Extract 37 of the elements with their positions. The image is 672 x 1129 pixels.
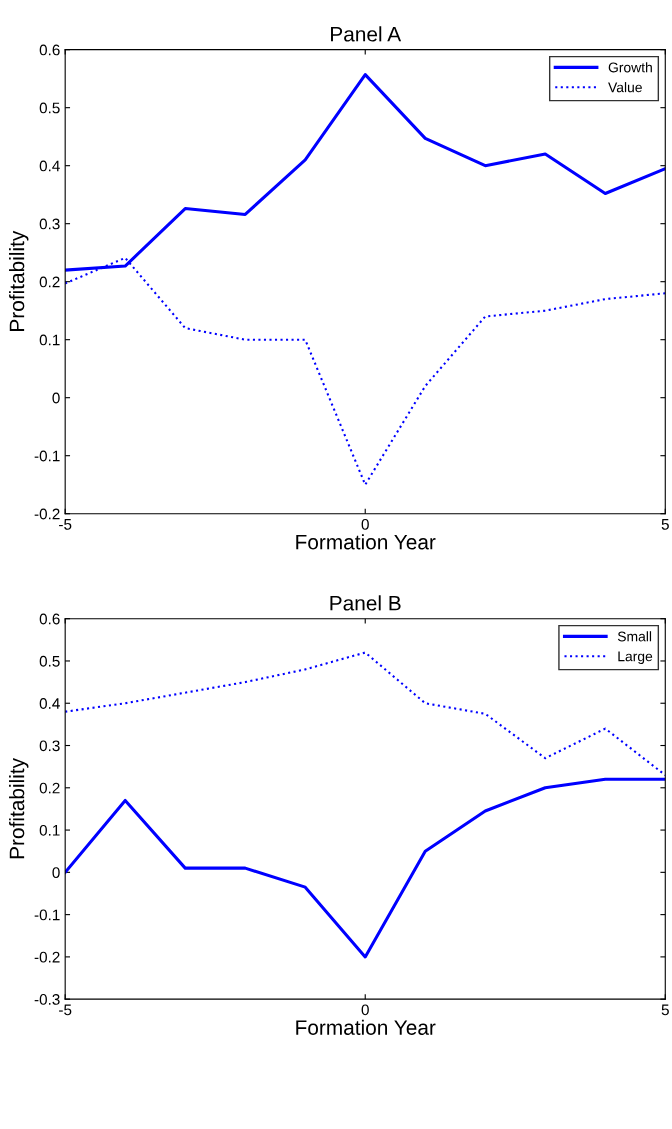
line-series xyxy=(65,777,666,959)
legend-label: Value xyxy=(608,82,642,93)
y-tick-label: 0.1 xyxy=(39,824,60,836)
legend-label: Small xyxy=(617,631,652,642)
y-axis-title: Profitability xyxy=(9,230,29,331)
y-tick-label: 0.4 xyxy=(39,698,60,709)
y-tick-label: -0.2 xyxy=(34,508,60,520)
line-series xyxy=(65,651,666,777)
x-tick-label: 5 xyxy=(661,1004,669,1016)
y-tick-label: 0.5 xyxy=(39,102,60,114)
y-tick-label: -0.1 xyxy=(34,909,60,921)
y-tick-label: 0.1 xyxy=(39,334,60,346)
y-tick-label: 0.6 xyxy=(39,613,60,625)
x-tick-label: 0 xyxy=(361,1004,369,1016)
x-axis-title: Formation Year xyxy=(296,1019,436,1035)
y-tick-label: 0.4 xyxy=(39,160,60,172)
y-tick-label: 0.6 xyxy=(39,44,60,56)
y-tick-label: 0.3 xyxy=(39,218,60,230)
chart-title: Panel B xyxy=(330,595,401,611)
x-tick-label: -5 xyxy=(59,1004,72,1016)
y-tick-label: -0.2 xyxy=(34,951,60,963)
x-tick-label: 0 xyxy=(361,518,369,530)
y-tick-label: 0.5 xyxy=(39,655,60,667)
y-tick-label: 0 xyxy=(52,867,60,879)
y-tick-label: 0 xyxy=(52,392,60,404)
y-tick-label: 0.3 xyxy=(39,740,60,752)
y-tick-label: 0.2 xyxy=(39,782,60,794)
legend-label: Growth xyxy=(608,62,652,73)
y-tick-label: -0.1 xyxy=(34,450,60,462)
legend-label: Large xyxy=(618,651,653,665)
x-tick-label: 5 xyxy=(661,519,669,530)
chart-title: Panel A xyxy=(331,26,402,42)
y-axis-title: Profitability xyxy=(9,758,29,859)
x-tick-label: -5 xyxy=(59,519,72,530)
y-tick-label: 0.2 xyxy=(39,276,60,288)
x-axis-title: Formation Year xyxy=(296,534,436,550)
y-tick-label: -0.3 xyxy=(34,994,60,1005)
